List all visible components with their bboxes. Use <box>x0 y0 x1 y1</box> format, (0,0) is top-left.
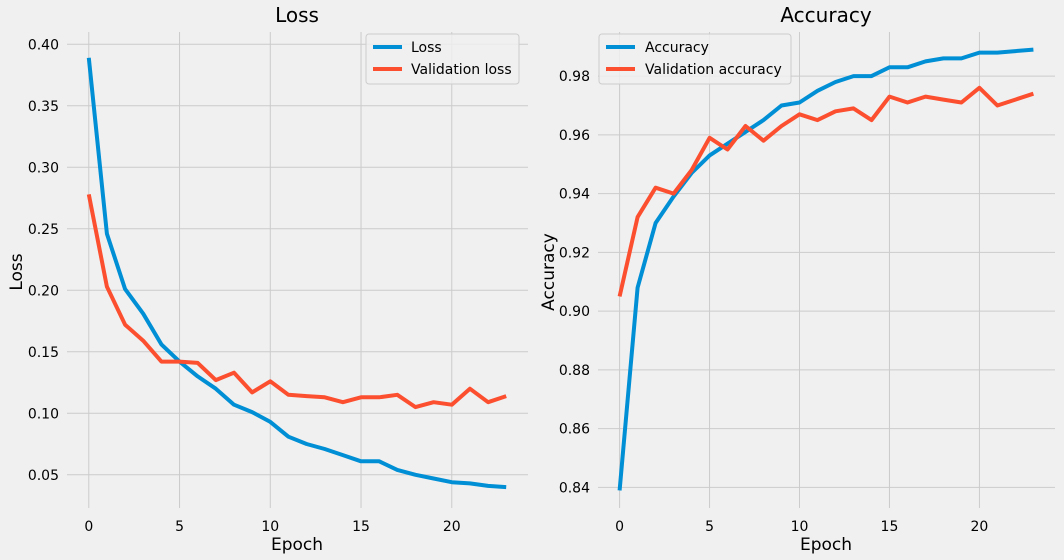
accuracy-x-tick-label: 10 <box>791 519 809 535</box>
accuracy-y-ticks: 0.84 0.86 0.88 0.90 0.92 0.94 0.96 0.98 <box>559 69 590 496</box>
loss-y-ticks: 0.05 0.10 0.15 0.20 0.25 0.30 0.35 0.40 <box>28 37 59 483</box>
loss-y-tick-label: 0.10 <box>28 406 59 422</box>
loss-y-tick-label: 0.25 <box>28 222 59 238</box>
loss-y-tick-label: 0.30 <box>28 160 59 176</box>
accuracy-x-ticks: 0 5 10 15 20 <box>615 519 988 535</box>
accuracy-y-tick-label: 0.90 <box>559 304 590 320</box>
loss-x-tick-label: 15 <box>352 519 370 535</box>
accuracy-y-tick-label: 0.88 <box>559 363 590 379</box>
accuracy-y-tick-label: 0.98 <box>559 69 590 85</box>
accuracy-y-tick-label: 0.94 <box>559 187 590 203</box>
loss-x-ticks: 0 5 10 15 20 <box>84 519 460 535</box>
accuracy-y-axis-label: Accuracy <box>539 233 559 311</box>
loss-legend-box <box>365 33 520 85</box>
loss-chart-title: Loss <box>275 3 319 27</box>
accuracy-x-tick-label: 0 <box>615 519 624 535</box>
loss-x-tick-label: 10 <box>261 519 279 535</box>
accuracy-x-axis-label: Epoch <box>800 535 852 555</box>
accuracy-y-tick-label: 0.96 <box>559 128 590 144</box>
accuracy-legend: Accuracy Validation accuracy <box>598 33 792 85</box>
loss-x-tick-label: 0 <box>84 519 93 535</box>
accuracy-gridlines <box>598 32 1055 508</box>
loss-y-tick-label: 0.15 <box>28 345 59 361</box>
accuracy-x-tick-label: 15 <box>881 519 899 535</box>
loss-panel: Loss 0 5 10 15 20 0.050.100.150.200.250.300.… <box>7 3 528 555</box>
accuracy-legend-label-accuracy: Accuracy <box>645 40 709 56</box>
accuracy-x-tick-label: 20 <box>971 519 989 535</box>
loss-y-tick-label: 0.05 <box>28 468 59 484</box>
accuracy-lines <box>617 47 1035 491</box>
accuracy-series-line-validation <box>617 85 1035 297</box>
accuracy-y-tick-label: 0.84 <box>559 480 590 496</box>
accuracy-panel: Accuracy 0 5 10 15 20 0.840.860.880.900.920.… <box>539 3 1055 555</box>
loss-legend: Loss Validation loss <box>365 33 520 85</box>
accuracy-chart-title: Accuracy <box>780 3 871 27</box>
loss-lines <box>86 57 507 490</box>
accuracy-x-tick-label: 5 <box>705 519 714 535</box>
loss-x-axis-label: Epoch <box>271 535 323 555</box>
loss-x-tick-label: 20 <box>443 519 461 535</box>
loss-y-tick-label: 0.35 <box>28 99 59 115</box>
accuracy-y-tick-label: 0.92 <box>559 245 590 261</box>
loss-legend-label-validation: Validation loss <box>411 62 512 78</box>
accuracy-legend-label-validation: Validation accuracy <box>645 62 782 78</box>
loss-series-line-validation <box>86 194 507 410</box>
loss-legend-label-loss: Loss <box>411 40 442 56</box>
loss-series-line-train <box>86 57 507 490</box>
loss-y-tick-label: 0.20 <box>28 283 59 299</box>
loss-x-tick-label: 5 <box>175 519 184 535</box>
loss-y-tick-label: 0.40 <box>28 37 59 53</box>
accuracy-y-tick-label: 0.86 <box>559 422 590 438</box>
loss-y-axis-label: Loss <box>7 253 27 290</box>
accuracy-legend-box <box>598 33 792 85</box>
loss-gridlines <box>67 32 528 508</box>
